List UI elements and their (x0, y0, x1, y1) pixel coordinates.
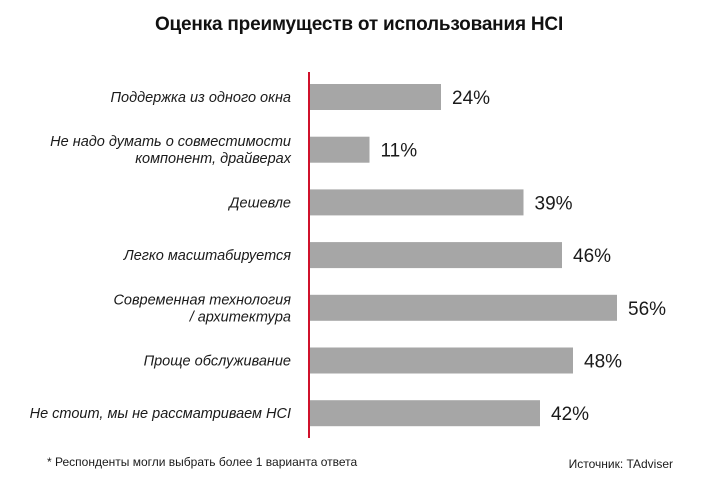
value-label-3: 39% (535, 193, 573, 214)
chart-title: Оценка преимуществ от использования HCI (154, 14, 564, 35)
bar-1 (309, 84, 441, 110)
value-label-7: 42% (551, 404, 589, 425)
bar-chart: 24% Поддержка из одного окна 11% Не надо ду… (30, 72, 667, 438)
source-note: Источник: TAdviser (568, 457, 673, 471)
value-label-1: 24% (452, 88, 490, 109)
bar-5 (309, 294, 617, 321)
bar-6 (309, 347, 573, 374)
bar-2 (309, 136, 370, 163)
labels-layer: 24% Поддержка из одного окна 11% Не надо ду… (30, 88, 667, 425)
category-label-1: Поддержка из одного окна (111, 90, 291, 106)
footnote: * Респонденты могли выбрать более 1 вари… (47, 455, 358, 469)
bars-layer (309, 84, 617, 427)
bar-4 (309, 242, 562, 269)
category-label-4: Легко масштабируется (123, 248, 291, 264)
value-label-2: 11% (381, 141, 418, 162)
value-label-6: 48% (584, 352, 622, 373)
category-label-2: Не надо думать о совместимости компонент,… (50, 134, 292, 167)
category-label-6: Проще обслуживание (144, 354, 291, 370)
category-label-7: Не стоит, мы не рассматриваем HCI (30, 406, 291, 422)
value-label-4: 46% (573, 246, 611, 267)
category-label-3: Дешевле (227, 195, 291, 211)
bar-3 (309, 189, 524, 216)
value-label-5: 56% (628, 299, 666, 320)
bar-7 (309, 400, 540, 427)
category-label-5: Современная технология / архитектура (113, 292, 291, 325)
